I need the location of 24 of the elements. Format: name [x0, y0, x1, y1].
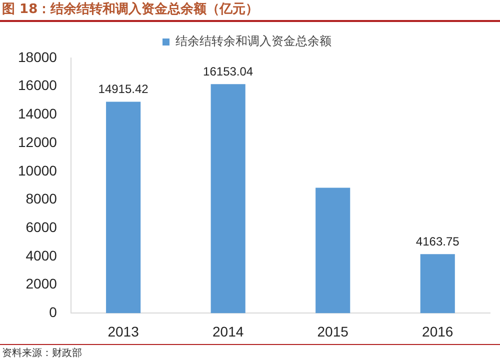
bar: [316, 188, 350, 314]
chart-title: 图 18：结余结转和调入资金总余额（亿元）: [0, 0, 500, 22]
legend-label: 结余结转余和调入资金总余额: [176, 34, 332, 48]
bar: [106, 102, 141, 314]
y-tick-label: 18000: [18, 48, 58, 65]
data-label: 14915.42: [98, 82, 149, 96]
data-label: 4163.75: [416, 234, 460, 248]
data-label: 16153.04: [203, 64, 254, 78]
y-tick-label: 16000: [18, 77, 58, 94]
bar: [210, 84, 246, 314]
x-tick-label: 2014: [212, 323, 244, 340]
y-tick-label: 0: [49, 304, 58, 320]
y-tick-label: 6000: [26, 218, 58, 235]
x-tick-label: 2015: [317, 323, 349, 340]
bar: [420, 254, 455, 314]
y-tick-label: 12000: [18, 134, 58, 150]
y-tick-label: 2000: [26, 276, 58, 292]
y-tick-label: 8000: [26, 190, 58, 207]
y-tick-label: 4000: [26, 247, 58, 264]
text: 资料来源：财政部: [0, 344, 500, 362]
x-tick-label: 2013: [108, 323, 140, 340]
x-tick-label: 2016: [422, 323, 454, 340]
y-tick-label: 14000: [18, 106, 58, 122]
y-tick-label: 10000: [18, 162, 58, 178]
